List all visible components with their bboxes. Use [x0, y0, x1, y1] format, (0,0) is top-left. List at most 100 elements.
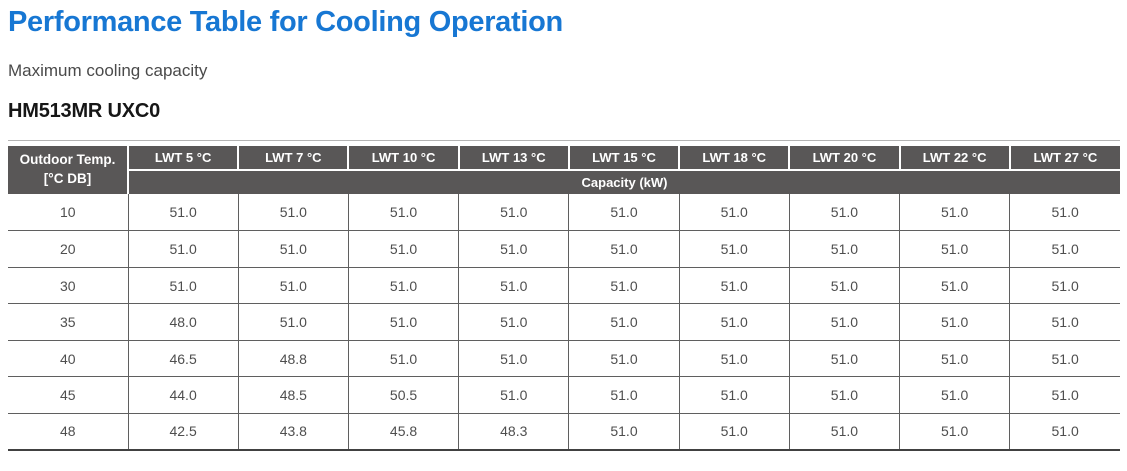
row-header-outdoor-temp: 30 — [8, 266, 128, 304]
capacity-value-cell: 51.0 — [568, 194, 680, 231]
capacity-value-cell: 50.5 — [347, 376, 459, 414]
table-body: 10 51.0 51.0 51.0 51.0 51.0 51.0 51.0 51.0 51.0 20… — [8, 194, 1120, 450]
corner-header-line1: Outdoor Temp. — [19, 152, 116, 168]
capacity-value-cell: 48.5 — [237, 376, 349, 414]
capacity-value-cell: 51.0 — [678, 339, 790, 377]
column-header-lwt: LWT 22 °C — [898, 146, 1010, 172]
capacity-value-cell: 51.0 — [458, 266, 569, 304]
table-row: 10 51.0 51.0 51.0 51.0 51.0 51.0 51.0 51.0 51.0 — [8, 194, 1120, 231]
capacity-value-cell: 51.0 — [899, 412, 1010, 450]
capacity-value-cell: 51.0 — [788, 376, 900, 414]
capacity-value-cell: 51.0 — [568, 339, 680, 377]
table-top-rule — [8, 140, 1120, 142]
column-header-lwt: LWT 20 °C — [788, 146, 900, 172]
capacity-value-cell: 51.0 — [678, 194, 790, 231]
model-name: HM513MR UXC0 — [8, 100, 161, 123]
column-header-lwt: LWT 13 °C — [457, 146, 569, 172]
column-header-lwt: LWT 18 °C — [678, 146, 790, 172]
table-row: 48 42.5 43.8 45.8 48.3 51.0 51.0 51.0 51.0 51.0 — [8, 412, 1120, 450]
column-header-lwt: LWT 5 °C — [126, 146, 239, 172]
capacity-value-cell: 51.0 — [1009, 303, 1120, 341]
row-header-outdoor-temp: 45 — [8, 376, 128, 414]
capacity-value-cell: 51.0 — [458, 230, 569, 268]
row-header-outdoor-temp: 35 — [8, 303, 128, 341]
capacity-value-cell: 51.0 — [127, 194, 239, 231]
capacity-value-cell: 51.0 — [458, 376, 569, 414]
capacity-value-cell: 51.0 — [347, 266, 459, 304]
document-page: Performance Table for Cooling Operation … — [8, 0, 1120, 451]
column-header-lwt: LWT 7 °C — [237, 146, 349, 172]
capacity-value-cell: 45.8 — [347, 412, 459, 450]
capacity-value-cell: 51.0 — [568, 303, 680, 341]
table-row: 30 51.0 51.0 51.0 51.0 51.0 51.0 51.0 51.0 51.0 — [8, 266, 1120, 304]
capacity-value-cell: 51.0 — [568, 412, 680, 450]
capacity-value-cell: 44.0 — [127, 376, 239, 414]
capacity-value-cell: 51.0 — [237, 194, 349, 231]
table-header: Outdoor Temp. [°C DB] LWT 5 °C LWT 7 °C LW… — [8, 146, 1120, 195]
capacity-value-cell: 51.0 — [347, 194, 459, 231]
lwt-header-row: Outdoor Temp. [°C DB] LWT 5 °C LWT 7 °C LW… — [8, 146, 1120, 195]
capacity-value-cell: 48.0 — [127, 303, 239, 341]
capacity-value-cell: 51.0 — [237, 230, 349, 268]
capacity-value-cell: 51.0 — [1009, 194, 1120, 231]
capacity-value-cell: 51.0 — [1009, 230, 1120, 268]
capacity-value-cell: 51.0 — [899, 339, 1010, 377]
column-header-lwt: LWT 27 °C — [1008, 146, 1120, 172]
capacity-value-cell: 51.0 — [788, 266, 900, 304]
capacity-value-cell: 51.0 — [347, 339, 459, 377]
column-header-lwt: LWT 15 °C — [567, 146, 680, 172]
table-row: 45 44.0 48.5 50.5 51.0 51.0 51.0 51.0 51.0 51.0 — [8, 376, 1120, 414]
corner-header-line2: [°C DB] — [43, 171, 92, 187]
capacity-value-cell: 51.0 — [788, 230, 900, 268]
capacity-value-cell: 51.0 — [678, 376, 790, 414]
capacity-value-cell: 51.0 — [127, 230, 239, 268]
capacity-value-cell: 51.0 — [899, 194, 1010, 231]
capacity-value-cell: 51.0 — [347, 230, 459, 268]
column-header-lwt: LWT 10 °C — [347, 146, 459, 172]
capacity-value-cell: 51.0 — [347, 303, 459, 341]
capacity-value-cell: 51.0 — [899, 376, 1010, 414]
capacity-value-cell: 51.0 — [678, 230, 790, 268]
row-header-outdoor-temp: 10 — [8, 194, 128, 231]
row-header-outdoor-temp: 48 — [8, 412, 128, 450]
capacity-value-cell: 48.3 — [458, 412, 569, 450]
corner-header-outdoor-temp: Outdoor Temp. [°C DB] — [8, 146, 128, 195]
performance-table: Outdoor Temp. [°C DB] LWT 5 °C LWT 7 °C LW… — [8, 146, 1120, 451]
table-row: 20 51.0 51.0 51.0 51.0 51.0 51.0 51.0 51.0 51.0 — [8, 230, 1120, 268]
capacity-value-cell: 51.0 — [788, 194, 900, 231]
capacity-value-cell: 51.0 — [458, 339, 569, 377]
table-row: 35 48.0 51.0 51.0 51.0 51.0 51.0 51.0 51.0 51.0 — [8, 303, 1120, 341]
capacity-value-cell: 51.0 — [678, 412, 790, 450]
capacity-value-cell: 51.0 — [899, 266, 1010, 304]
page-title: Performance Table for Cooling Operation — [8, 6, 563, 38]
capacity-value-cell: 51.0 — [1009, 412, 1120, 450]
capacity-value-cell: 51.0 — [458, 194, 569, 231]
capacity-value-cell: 51.0 — [127, 266, 239, 304]
capacity-value-cell: 51.0 — [568, 266, 680, 304]
capacity-value-cell: 51.0 — [1009, 266, 1120, 304]
capacity-value-cell: 51.0 — [458, 303, 569, 341]
capacity-value-cell: 51.0 — [678, 303, 790, 341]
capacity-value-cell: 51.0 — [237, 303, 349, 341]
capacity-value-cell: 48.8 — [237, 339, 349, 377]
capacity-value-cell: 51.0 — [899, 303, 1010, 341]
table-row: 40 46.5 48.8 51.0 51.0 51.0 51.0 51.0 51.0 51.0 — [8, 339, 1120, 377]
capacity-value-cell: 51.0 — [1009, 376, 1120, 414]
capacity-value-cell: 51.0 — [788, 339, 900, 377]
capacity-value-cell: 42.5 — [127, 412, 239, 450]
capacity-value-cell: 51.0 — [899, 230, 1010, 268]
row-header-outdoor-temp: 20 — [8, 230, 128, 268]
capacity-value-cell: 51.0 — [678, 266, 790, 304]
capacity-value-cell: 51.0 — [568, 376, 680, 414]
capacity-value-cell: 51.0 — [568, 230, 680, 268]
row-header-outdoor-temp: 40 — [8, 339, 128, 377]
capacity-value-cell: 46.5 — [127, 339, 239, 377]
capacity-value-cell: 51.0 — [237, 266, 349, 304]
capacity-value-cell: 51.0 — [1009, 339, 1120, 377]
capacity-value-cell: 51.0 — [788, 303, 900, 341]
capacity-value-cell: 43.8 — [237, 412, 349, 450]
subtitle-maximum-cooling-capacity: Maximum cooling capacity — [8, 61, 208, 81]
capacity-kw-header: Capacity (kW) — [127, 170, 1120, 195]
capacity-header-row: Capacity (kW) — [8, 170, 1120, 195]
capacity-value-cell: 51.0 — [788, 412, 900, 450]
